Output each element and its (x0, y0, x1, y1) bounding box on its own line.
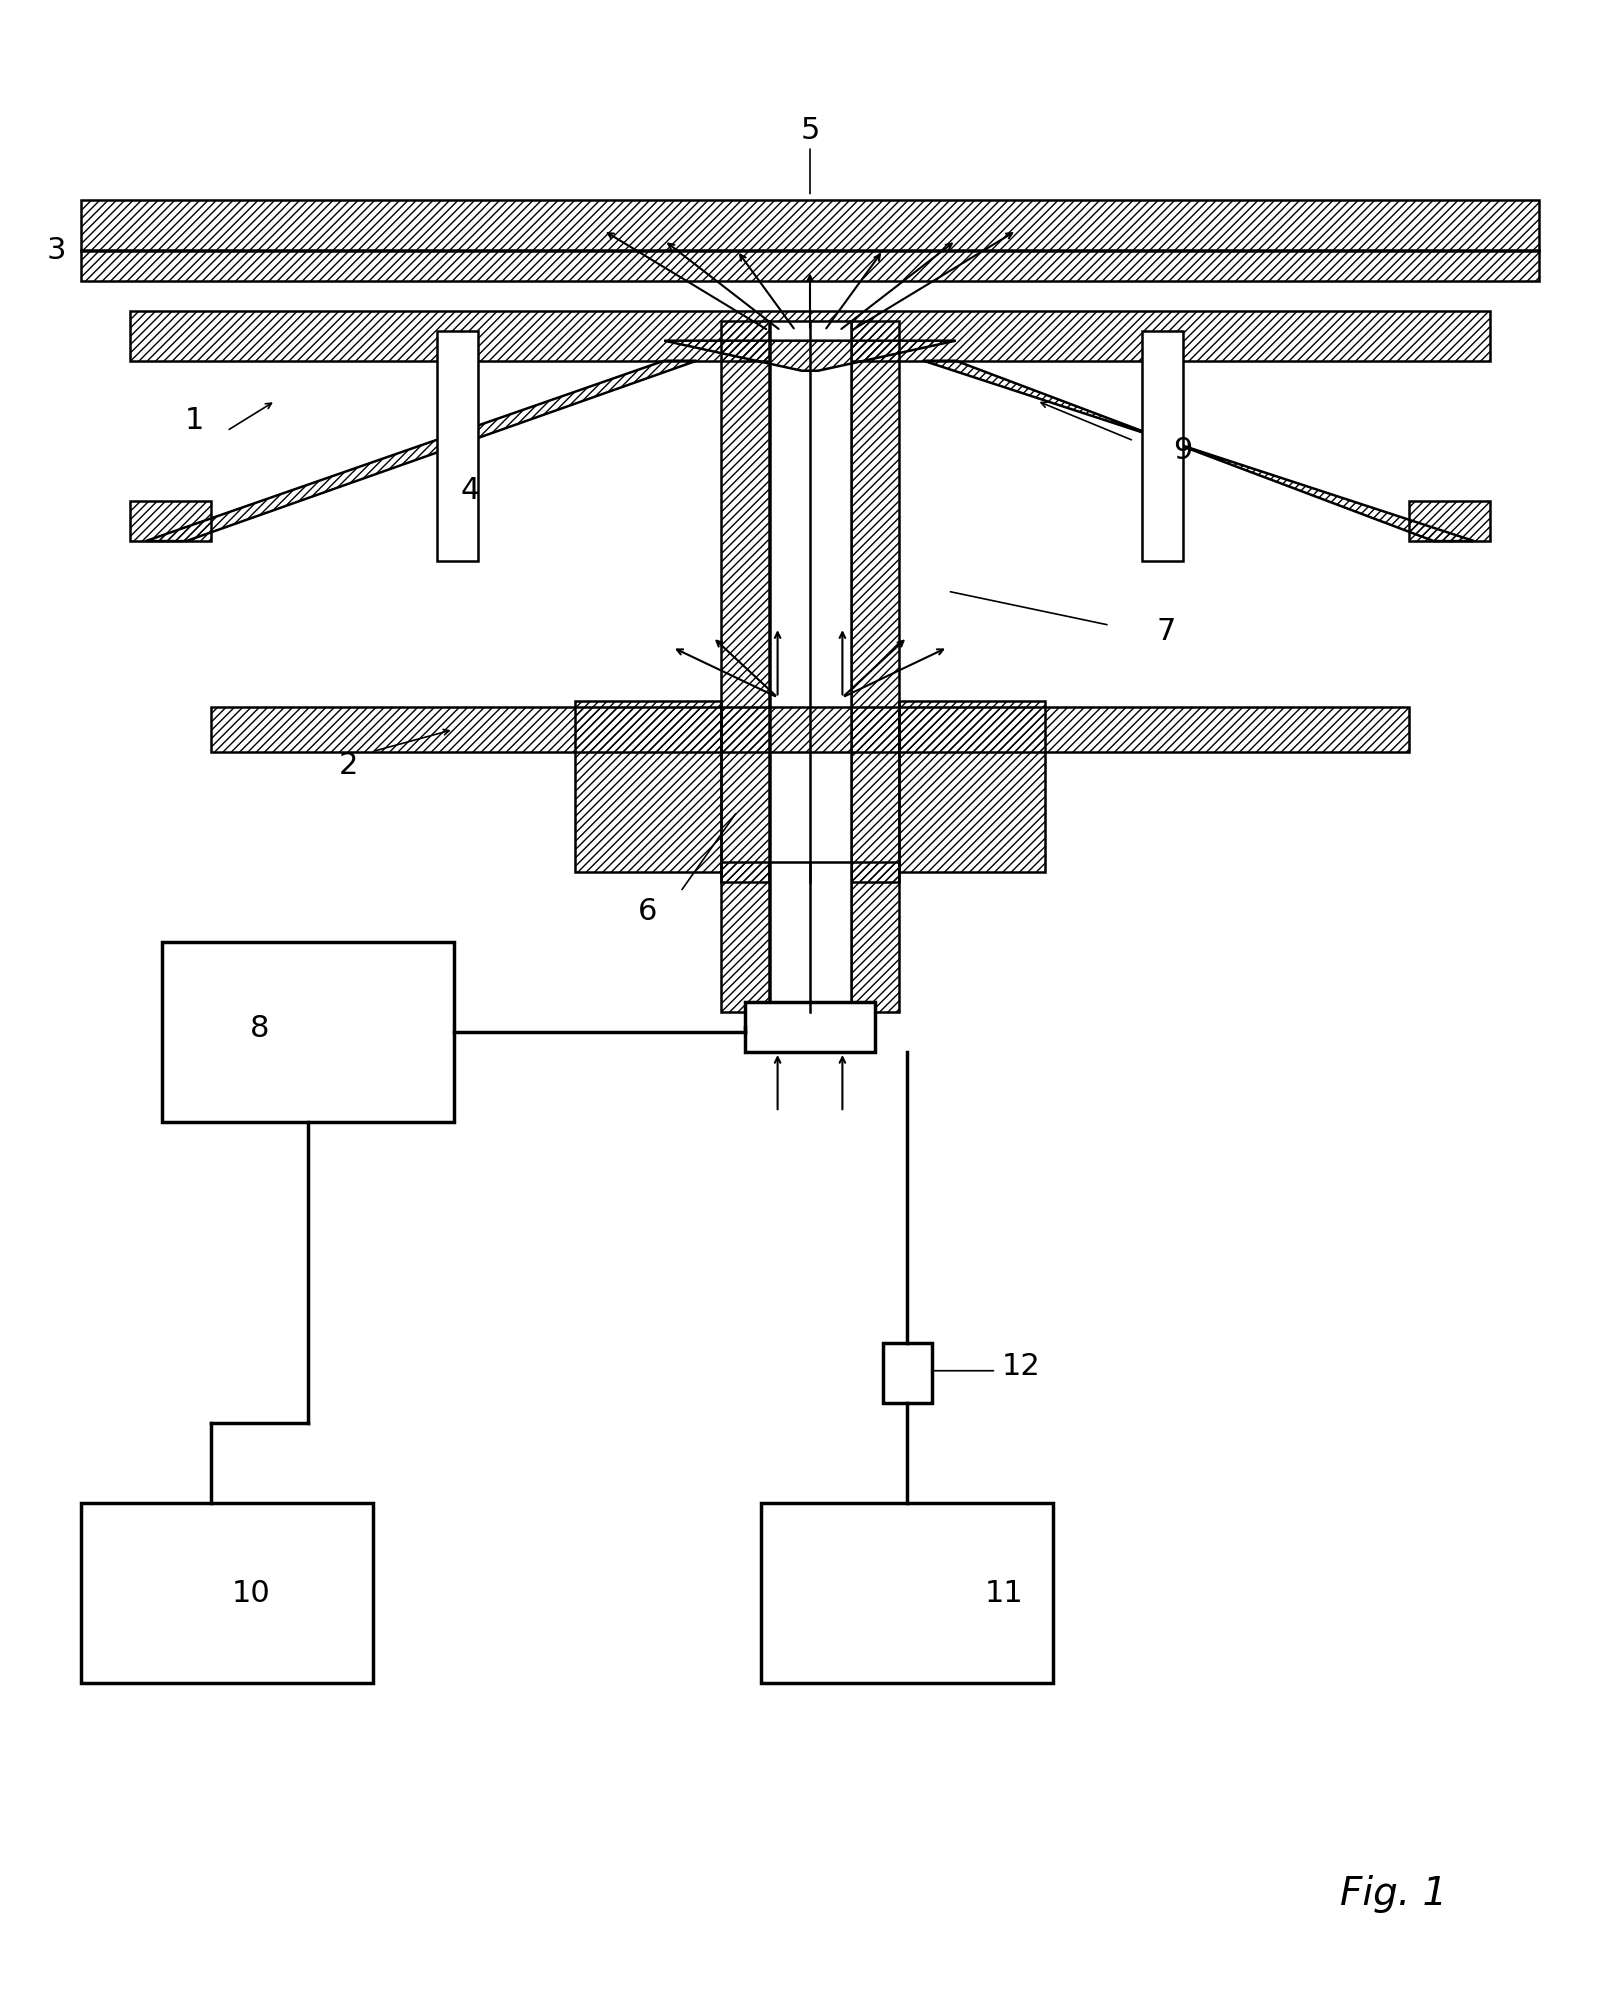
Text: 10: 10 (232, 1579, 271, 1607)
Text: 7: 7 (1157, 617, 1176, 645)
Bar (130, 311, 1490, 361)
Text: 6: 6 (638, 898, 658, 926)
Bar (883, 1343, 932, 1403)
Bar (1142, 331, 1183, 561)
Bar (770, 862, 851, 1012)
Text: 4: 4 (460, 477, 480, 505)
Bar (899, 707, 1409, 752)
Text: 3: 3 (47, 236, 66, 265)
Text: 8: 8 (249, 1014, 269, 1042)
Bar (81, 1503, 373, 1683)
Bar (437, 331, 478, 561)
Bar (745, 1002, 875, 1052)
Bar (721, 707, 899, 752)
Bar (850, 321, 899, 882)
Bar (211, 707, 721, 752)
Bar (770, 321, 851, 882)
Bar (81, 200, 1539, 250)
Bar (721, 862, 769, 1012)
Bar (850, 862, 899, 1012)
Bar (761, 1503, 1053, 1683)
Text: 12: 12 (1001, 1353, 1040, 1381)
Text: 11: 11 (985, 1579, 1024, 1607)
Text: 1: 1 (185, 407, 204, 435)
Bar (721, 321, 769, 882)
Bar (899, 701, 1045, 872)
Text: 9: 9 (1173, 437, 1192, 465)
Bar (162, 942, 454, 1122)
Bar (1409, 501, 1490, 541)
Bar (575, 701, 721, 872)
Text: 2: 2 (339, 752, 358, 780)
Bar (81, 250, 1539, 281)
Bar (130, 501, 211, 541)
Text: Fig. 1: Fig. 1 (1340, 1876, 1447, 1912)
Text: 5: 5 (800, 116, 820, 144)
